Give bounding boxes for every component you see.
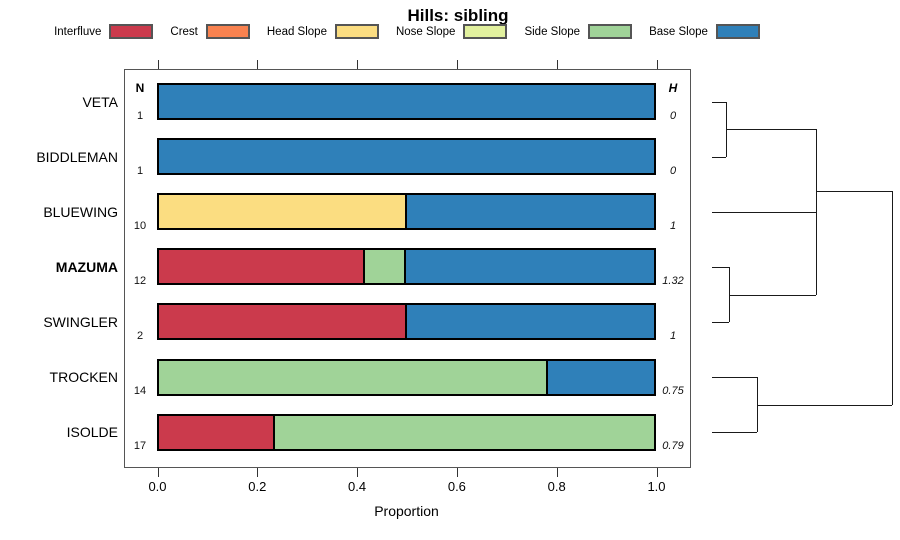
dendrogram-line — [816, 129, 817, 295]
dendrogram-line — [712, 212, 816, 213]
chart-title: Hills: sibling — [407, 6, 509, 25]
dendrogram-line — [729, 294, 816, 296]
plot-frame — [124, 69, 691, 468]
legend-item-label: Side Slope — [524, 25, 581, 38]
h-column-header: H — [668, 81, 678, 95]
dendrogram-line — [712, 322, 729, 323]
row-label: SWINGLER — [43, 313, 118, 330]
bar-segment — [275, 415, 654, 449]
axis-tick-bottom — [456, 468, 458, 477]
dendrogram-line — [712, 101, 726, 103]
axis-tick-bottom — [556, 468, 558, 477]
bar-segment — [159, 195, 407, 229]
axis-tick-top — [556, 60, 558, 69]
bar-segment — [406, 305, 654, 339]
h-value: 1 — [669, 329, 677, 342]
n-value: 14 — [133, 385, 147, 397]
legend: Interfluve Crest Head Slope Nose Slope Side … — [0, 24, 814, 39]
bar — [157, 413, 656, 451]
bar-segment — [159, 140, 654, 174]
dendrogram-line — [757, 405, 892, 406]
bar-segment — [159, 360, 548, 394]
h-value: 0.75 — [662, 385, 684, 397]
n-value: 12 — [133, 274, 147, 287]
bar — [157, 83, 656, 120]
n-value: 17 — [133, 440, 147, 453]
axis-tick-label: 0.0 — [148, 479, 167, 494]
bar-segment — [406, 250, 654, 284]
axis-tick-label: 0.6 — [447, 479, 466, 494]
legend-swatch — [109, 24, 154, 39]
h-value: 0.79 — [662, 440, 684, 453]
dendrogram-line — [712, 377, 757, 378]
h-value: 1.32 — [662, 274, 684, 287]
n-value: 1 — [136, 164, 144, 177]
row-label: BLUEWING — [43, 203, 118, 220]
axis-tick-top — [456, 60, 458, 69]
h-value: 0 — [669, 164, 677, 177]
bar — [157, 193, 656, 231]
dendrogram-line — [816, 191, 892, 192]
axis-tick-label: 0.2 — [248, 479, 267, 494]
bar — [157, 358, 656, 396]
dendrogram-line — [712, 156, 726, 158]
legend-item: Nose Slope — [395, 24, 508, 39]
legend-item: Base Slope — [649, 24, 760, 39]
legend-item: Head Slope — [267, 24, 379, 39]
dendrogram-line — [712, 432, 757, 433]
bar-segment — [365, 250, 407, 284]
legend-swatch — [715, 24, 760, 39]
n-value: 1 — [136, 109, 144, 122]
bar-segment — [159, 415, 276, 449]
legend-item-label: Interfluve — [54, 25, 102, 38]
axis-tick-bottom — [656, 468, 658, 477]
axis-tick-top — [157, 60, 159, 69]
axis-tick-bottom — [357, 468, 359, 477]
legend-item: Side Slope — [524, 24, 633, 39]
axis-tick-label: 0.8 — [547, 479, 566, 494]
dendrogram-line — [892, 191, 893, 405]
axis-tick-bottom — [257, 468, 259, 477]
legend-item-label: Nose Slope — [395, 25, 456, 38]
axis-tick-bottom — [157, 468, 159, 477]
bar — [157, 138, 656, 176]
dendrogram-line — [712, 267, 729, 268]
legend-item-label: Base Slope — [649, 25, 708, 38]
row-label: VETA — [82, 93, 118, 110]
bar-segment — [406, 195, 654, 229]
axis-tick-label: 0.4 — [348, 479, 367, 494]
axis-tick-top — [357, 60, 359, 69]
row-label: BIDDLEMAN — [36, 148, 118, 165]
bar — [157, 248, 656, 286]
bar-segment — [159, 85, 654, 118]
legend-item-label: Head Slope — [266, 25, 327, 38]
n-column-header: N — [135, 81, 145, 95]
legend-swatch — [463, 24, 508, 39]
legend-item-label: Crest — [170, 25, 198, 38]
row-label: MAZUMA — [55, 258, 118, 275]
h-value: 1 — [669, 219, 677, 232]
axis-tick-top — [656, 60, 658, 69]
n-value: 10 — [133, 219, 147, 232]
legend-item: Crest — [170, 24, 250, 39]
dendrogram-line — [726, 129, 816, 130]
n-value: 2 — [136, 329, 144, 342]
row-label: TROCKEN — [49, 369, 118, 385]
bar — [157, 303, 656, 341]
axis-tick-label: 1.0 — [647, 479, 666, 494]
h-value: 0 — [669, 109, 677, 122]
legend-item: Interfluve — [54, 24, 154, 39]
dendrogram-line — [757, 377, 758, 432]
legend-swatch — [205, 24, 250, 39]
axis-tick-top — [257, 60, 259, 69]
legend-swatch — [588, 24, 633, 39]
bar-segment — [159, 250, 366, 284]
legend-swatch — [334, 24, 379, 39]
bar-segment — [159, 305, 407, 339]
bar-segment — [547, 360, 654, 394]
x-axis-label: Proportion — [374, 503, 439, 519]
row-label: ISOLDE — [66, 424, 118, 441]
